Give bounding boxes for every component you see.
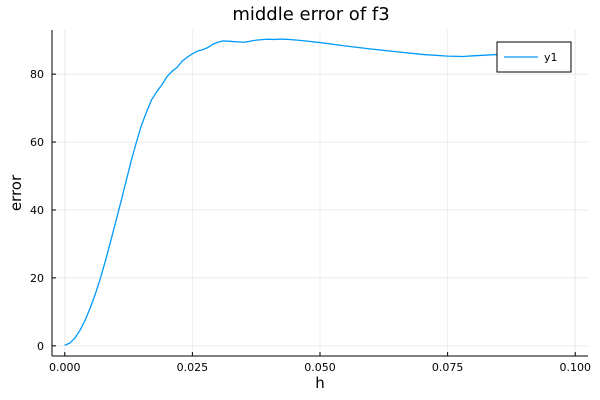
x-tick-label: 0.075 — [432, 361, 464, 374]
y-ticks: 0 20 40 60 80 — [30, 68, 56, 353]
y-axis-label: error — [7, 174, 25, 211]
y-tick-label: 0 — [37, 340, 44, 353]
x-axis-label: h — [315, 374, 325, 392]
y-tick-label: 80 — [30, 68, 44, 81]
x-tick-label: 0.100 — [559, 361, 591, 374]
y-tick-label: 60 — [30, 136, 44, 149]
chart-title: middle error of f3 — [232, 4, 389, 25]
x-ticks: 0.000 0.025 0.050 0.075 0.100 — [49, 352, 591, 374]
legend-label-y1: y1 — [544, 51, 558, 64]
x-tick-label: 0.025 — [177, 361, 209, 374]
series-line-y1 — [64, 38, 515, 346]
series-group — [64, 38, 515, 346]
x-tick-label: 0.000 — [49, 361, 81, 374]
grid-lines — [52, 30, 588, 356]
legend: y1 — [496, 41, 572, 73]
y-tick-label: 40 — [30, 204, 44, 217]
x-tick-label: 0.050 — [304, 361, 336, 374]
y-tick-label: 20 — [30, 272, 44, 285]
